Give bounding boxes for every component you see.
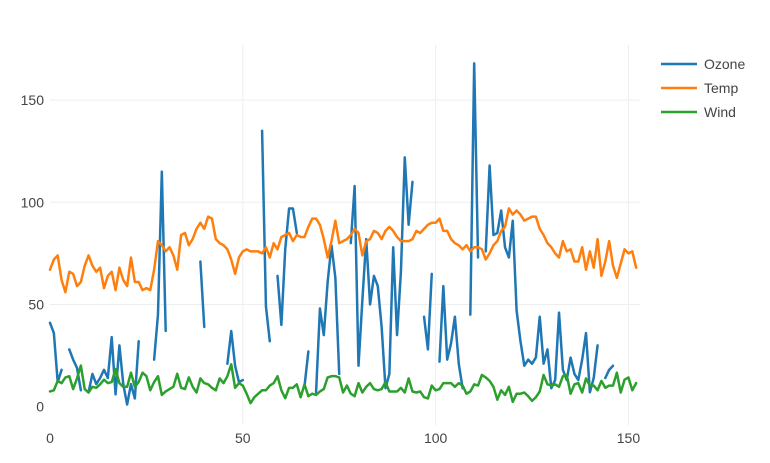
legend-item-wind[interactable]: Wind [661, 104, 736, 120]
x-tick-label: 150 [617, 430, 641, 446]
y-tick-label: 150 [21, 92, 45, 108]
series-line-temp [48, 207, 638, 294]
series-lines [48, 62, 638, 406]
y-tick-label: 0 [36, 399, 44, 415]
legend-item-ozone[interactable]: Ozone [661, 56, 745, 72]
legend-label: Temp [704, 80, 738, 96]
x-tick-label: 50 [235, 430, 251, 446]
grid [50, 45, 640, 425]
x-tick-label: 100 [424, 430, 448, 446]
legend-label: Ozone [704, 56, 745, 72]
axis-ticks: 0 50 100 150 0 50 100 150 [21, 92, 641, 446]
legend-label: Wind [704, 104, 736, 120]
y-tick-label: 50 [28, 296, 44, 312]
y-tick-label: 100 [21, 194, 45, 210]
series-line-ozone [48, 62, 615, 406]
x-tick-label: 0 [46, 430, 54, 446]
series-line-wind [48, 363, 638, 405]
legend-item-temp[interactable]: Temp [661, 80, 738, 96]
legend[interactable]: Ozone Temp Wind [661, 56, 745, 120]
